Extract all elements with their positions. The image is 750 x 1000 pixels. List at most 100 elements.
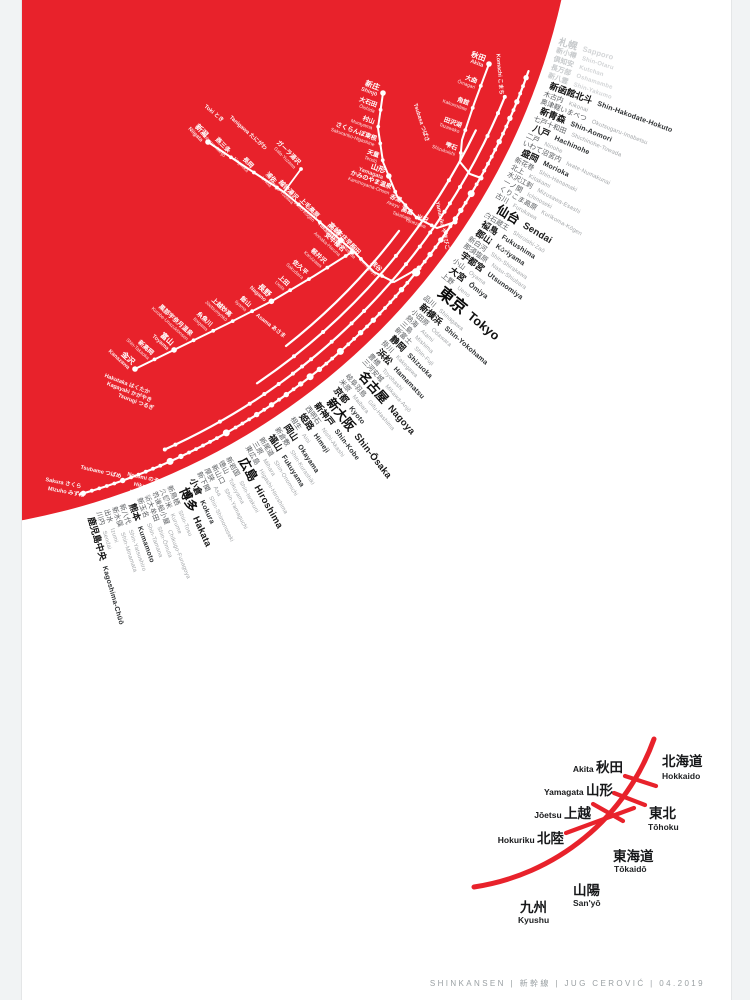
station-dot [275,185,279,190]
station-dot [518,91,523,96]
station-dot [474,182,479,187]
station-dot [393,294,398,299]
shinkansen-map-canvas: 札幌 Sapporo新小樽Shin-Otaru倶知安Kutchan長万部Osham… [22,0,703,925]
station-dot [283,391,289,398]
station-dot [511,108,516,112]
station-dot [349,321,354,326]
station-dot [330,356,335,361]
station-dot [247,417,252,422]
station-dot [467,190,475,198]
station-dot [151,466,155,471]
station-dot [208,440,212,444]
station-name-en: Shinjō [360,86,378,98]
station-dot [458,207,464,214]
station-dot [152,357,157,362]
station-dot [428,230,433,235]
station-dot [444,230,448,235]
station-dot [104,484,109,488]
station-dot [288,288,293,293]
station-dot [89,488,94,493]
station-dot [336,347,344,355]
station-name-en: Akayu [386,200,401,210]
station-dot [362,309,367,313]
station-dot [298,381,304,387]
station-dot [380,274,384,278]
station-dot [329,339,334,344]
legend-label-jp-tokaido: 東海道 [613,848,654,864]
station-dot [377,311,382,316]
station-dot [446,178,451,183]
station-dot [262,392,267,396]
station-dot [485,134,490,138]
station-dot [393,189,398,194]
station-dot [417,244,422,249]
station-dot [463,128,468,133]
station-dot [458,151,463,155]
station-dot [433,245,438,250]
joetsu-line [207,141,420,284]
station-dot [470,106,475,110]
station-dot [482,168,487,173]
station-dot [222,429,230,437]
station-dot [250,309,255,314]
station-dot [324,361,329,366]
station-dot [427,251,433,258]
station-dot [173,442,178,447]
legend-label-jp-hokkaido: 北海道 [662,753,703,769]
station-dot [359,257,363,261]
station-dot [378,107,383,112]
station-dot [290,371,295,376]
station-dot [129,475,133,480]
station-dot [321,330,326,334]
station-dot [262,407,267,412]
station-dot [166,457,174,465]
station-dot [380,90,386,96]
station-dot [504,124,509,129]
legend-label-jp-tohoku: 東北 [649,805,677,821]
station-dot [217,419,222,424]
station-dot [268,298,275,305]
station-dot [316,366,323,372]
station-dot [514,99,520,105]
station-dot [376,124,381,129]
station-dot [325,265,330,270]
legend-label-akita: Akita 秋田 [573,759,623,775]
legend-branch-tick-0 [622,773,659,789]
station-dot [458,185,462,189]
station-dot [388,300,393,305]
station-dot [291,387,296,392]
junction-dot [349,249,355,255]
station-name-jp: 村山 [362,114,376,126]
station-dot [422,259,427,264]
station-dot [299,167,303,171]
station-dot [80,490,86,496]
legend-label-hokuriku: Hokuriku 北陸 [498,830,565,846]
station-dot [393,253,398,258]
station-name-jp: 大曲 [464,73,478,85]
station-dot [489,154,494,159]
station-name-jp: 雫石 [444,140,458,152]
trunk-line-arc-2 [255,129,477,385]
station-dot [317,220,322,225]
station-dot [447,201,452,206]
station-dot [296,202,301,207]
station-dot [191,338,196,343]
legend-label-jp-kyushu: 九州 [519,900,547,915]
station-dot [254,411,260,418]
station-dot [343,254,348,258]
station-name-en: Kagoshima-Chūō [101,565,125,625]
station-dot [247,401,252,406]
station-name-jp: 高畠 [400,205,414,217]
station-dot [493,147,498,152]
station-dot [478,84,483,88]
station-dot [171,347,177,353]
station-dot [507,115,513,122]
station-dot [306,373,314,381]
station-dot [352,337,356,341]
station-name-en: Akita [469,59,485,70]
station-dot [307,277,311,281]
station-dot [205,139,211,145]
station-dot [215,436,219,440]
shinkansen-poster: 札幌 Sapporo 新小樽 Shin-Otaru 倶知安 Kutchan 長万部 Osham… [21,0,732,1000]
